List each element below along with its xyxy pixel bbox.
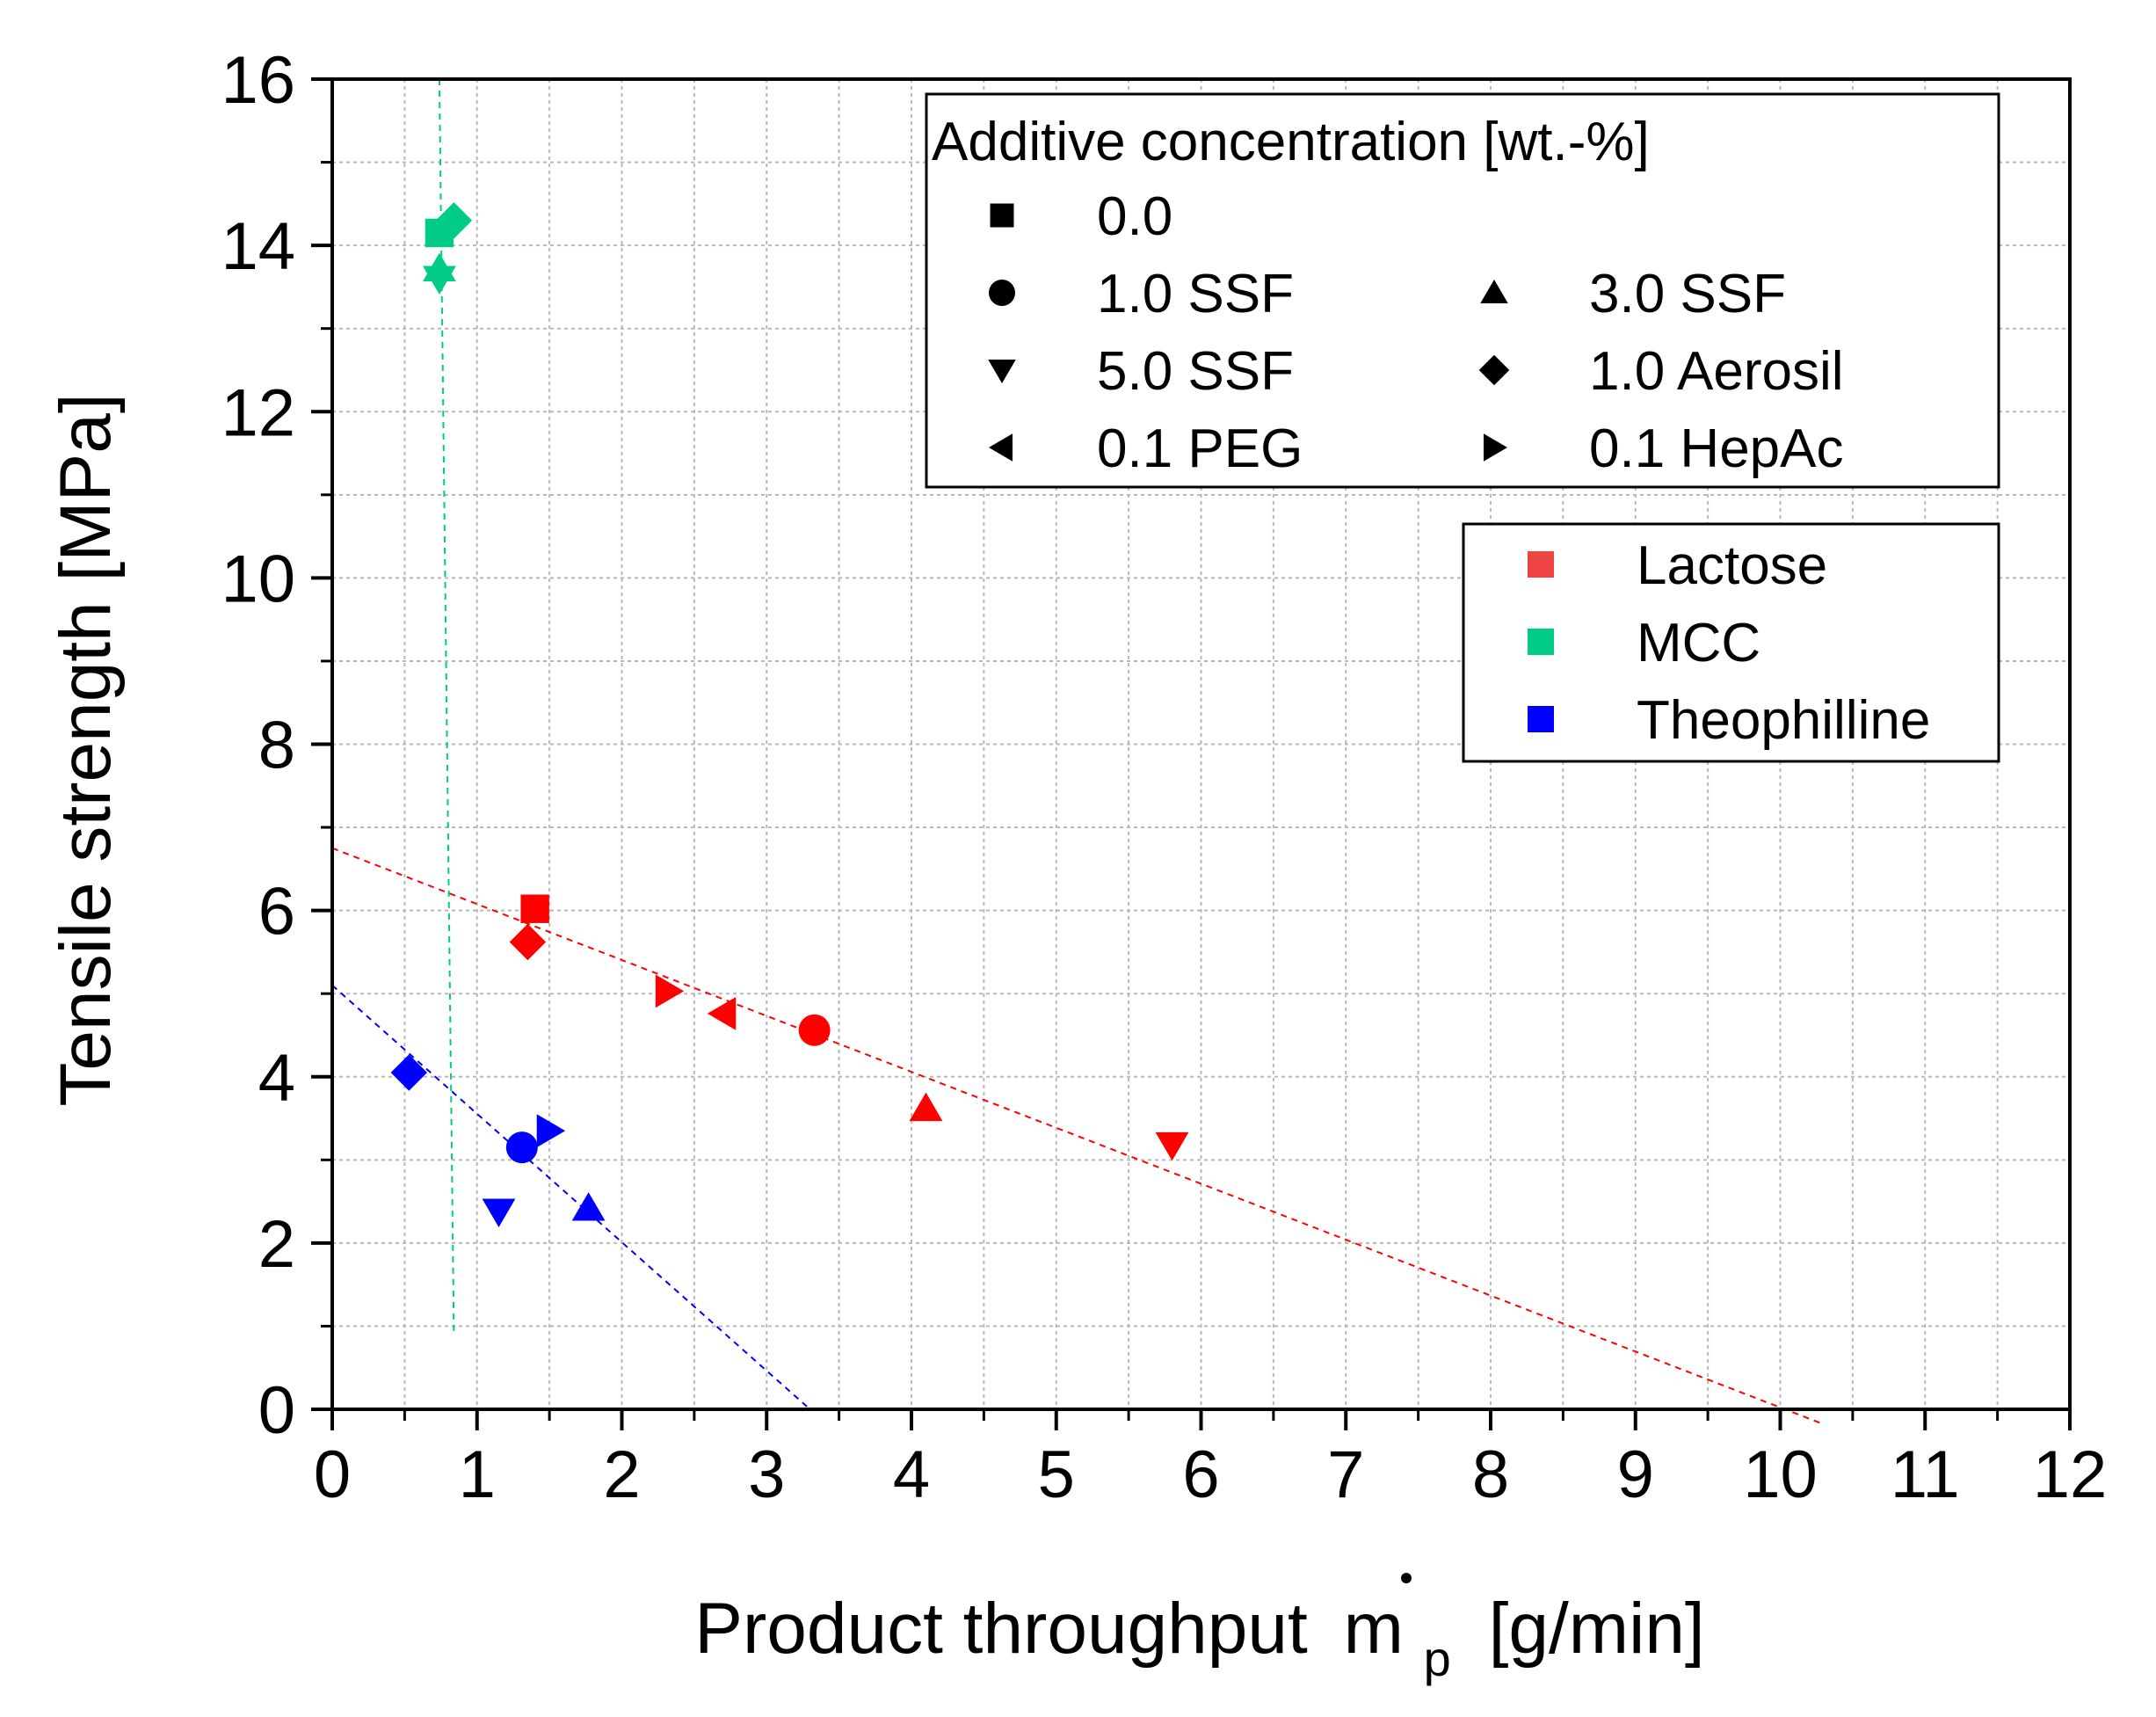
x-tick-label: 7 bbox=[1327, 1437, 1364, 1512]
x-tick-label: 3 bbox=[748, 1437, 785, 1512]
data-point-theophilline bbox=[390, 1054, 428, 1091]
x-tick-label: 9 bbox=[1617, 1437, 1654, 1512]
legend-label: 1.0 Aerosil bbox=[1589, 341, 1844, 402]
data-point-mcc bbox=[435, 202, 473, 239]
legend-marker-circle bbox=[989, 280, 1015, 306]
legend-label: 0.0 bbox=[1097, 186, 1172, 247]
x-axis-title-unit: [g/min] bbox=[1489, 1589, 1705, 1669]
y-tick-label: 16 bbox=[221, 43, 295, 118]
data-point-lactose bbox=[655, 974, 685, 1008]
legend-label: 3.0 SSF bbox=[1589, 264, 1786, 324]
legend-label: MCC bbox=[1637, 613, 1760, 673]
legend-marker-triangle-right bbox=[1484, 433, 1507, 462]
additive-legend-title: Additive concentration [wt.-%] bbox=[932, 112, 1650, 172]
legend-marker-square bbox=[990, 203, 1014, 228]
data-point-lactose bbox=[509, 923, 547, 961]
x-tick-label: 11 bbox=[1891, 1437, 1960, 1512]
x-axis-title-subscript: p bbox=[1424, 1631, 1451, 1686]
additive-legend-frame bbox=[925, 92, 2000, 489]
legend-marker-triangle-left bbox=[989, 433, 1013, 462]
legend-swatch-mcc bbox=[1528, 629, 1554, 655]
x-tick-label: 8 bbox=[1472, 1437, 1509, 1512]
data-point-theophilline bbox=[536, 1114, 566, 1148]
data-point-theophilline bbox=[482, 1198, 516, 1227]
x-axis-title: Product throughput m p [g/min] bbox=[694, 1573, 1705, 1692]
y-tick-label: 12 bbox=[221, 375, 295, 450]
legend-swatch-lactose bbox=[1528, 551, 1554, 578]
data-point-lactose bbox=[707, 996, 737, 1030]
data-points bbox=[390, 202, 1189, 1227]
x-tick-label: 1 bbox=[459, 1437, 496, 1512]
x-axis-title-text: Product throughput bbox=[694, 1589, 1308, 1669]
data-point-lactose bbox=[909, 1092, 943, 1122]
y-tick-label: 14 bbox=[221, 209, 295, 284]
x-tick-label: 5 bbox=[1038, 1437, 1075, 1512]
legend-label: 0.1 HepAc bbox=[1589, 418, 1844, 479]
data-point-lactose bbox=[520, 894, 549, 923]
x-axis-title-symbol: m bbox=[1344, 1589, 1404, 1669]
legend-marker-triangle-down bbox=[988, 360, 1016, 383]
legend-marker-triangle-up bbox=[1480, 280, 1508, 303]
y-tick-label: 2 bbox=[258, 1207, 295, 1282]
legend-label: 0.1 PEG bbox=[1097, 418, 1303, 479]
y-tick-label: 8 bbox=[258, 709, 295, 783]
y-tick-label: 0 bbox=[258, 1373, 295, 1448]
material-legend: Lactose MCC Theophilline bbox=[1462, 522, 2000, 763]
legend-swatch-theophilline bbox=[1528, 706, 1554, 732]
data-point-theophilline bbox=[571, 1192, 606, 1221]
x-tick-label: 4 bbox=[893, 1437, 930, 1512]
y-tick-label: 4 bbox=[258, 1041, 295, 1116]
y-axis-title: Tensile strength [MPa] bbox=[46, 393, 126, 1106]
svg-text:Product throughput m: Product throughput m p [g/min] bbox=[694, 1589, 1704, 1692]
legend-label: 1.0 SSF bbox=[1097, 264, 1294, 324]
x-tick-label: 0 bbox=[314, 1437, 351, 1512]
x-tick-label: 6 bbox=[1182, 1437, 1219, 1512]
data-point-theophilline bbox=[505, 1131, 538, 1164]
data-point-mcc bbox=[423, 266, 456, 295]
additive-legend: Additive concentration [wt.-%] 0.0 1.0 SS… bbox=[925, 92, 2000, 489]
data-point-lactose bbox=[1155, 1131, 1189, 1161]
grid bbox=[332, 79, 2070, 1409]
legend-label: 5.0 SSF bbox=[1097, 341, 1294, 402]
legend-label: Theophilline bbox=[1637, 690, 1930, 751]
x-axis-title-dot bbox=[1401, 1573, 1412, 1583]
legend-marker-diamond bbox=[1478, 354, 1510, 386]
x-tick-label: 10 bbox=[1743, 1437, 1818, 1512]
fit-line-theophilline bbox=[331, 984, 811, 1410]
y-tick-label: 6 bbox=[258, 875, 295, 949]
x-tick-label: 2 bbox=[603, 1437, 640, 1512]
fit-line-lactose bbox=[331, 847, 1825, 1425]
legend-label: Lactose bbox=[1637, 535, 1827, 596]
data-point-lactose bbox=[798, 1014, 831, 1046]
x-tick-label: 12 bbox=[2033, 1437, 2108, 1512]
y-tick-label: 10 bbox=[221, 542, 295, 616]
